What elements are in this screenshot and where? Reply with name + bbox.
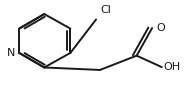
Text: O: O — [156, 23, 165, 33]
Text: Cl: Cl — [100, 5, 111, 15]
Text: OH: OH — [164, 62, 181, 72]
Text: N: N — [7, 48, 15, 58]
